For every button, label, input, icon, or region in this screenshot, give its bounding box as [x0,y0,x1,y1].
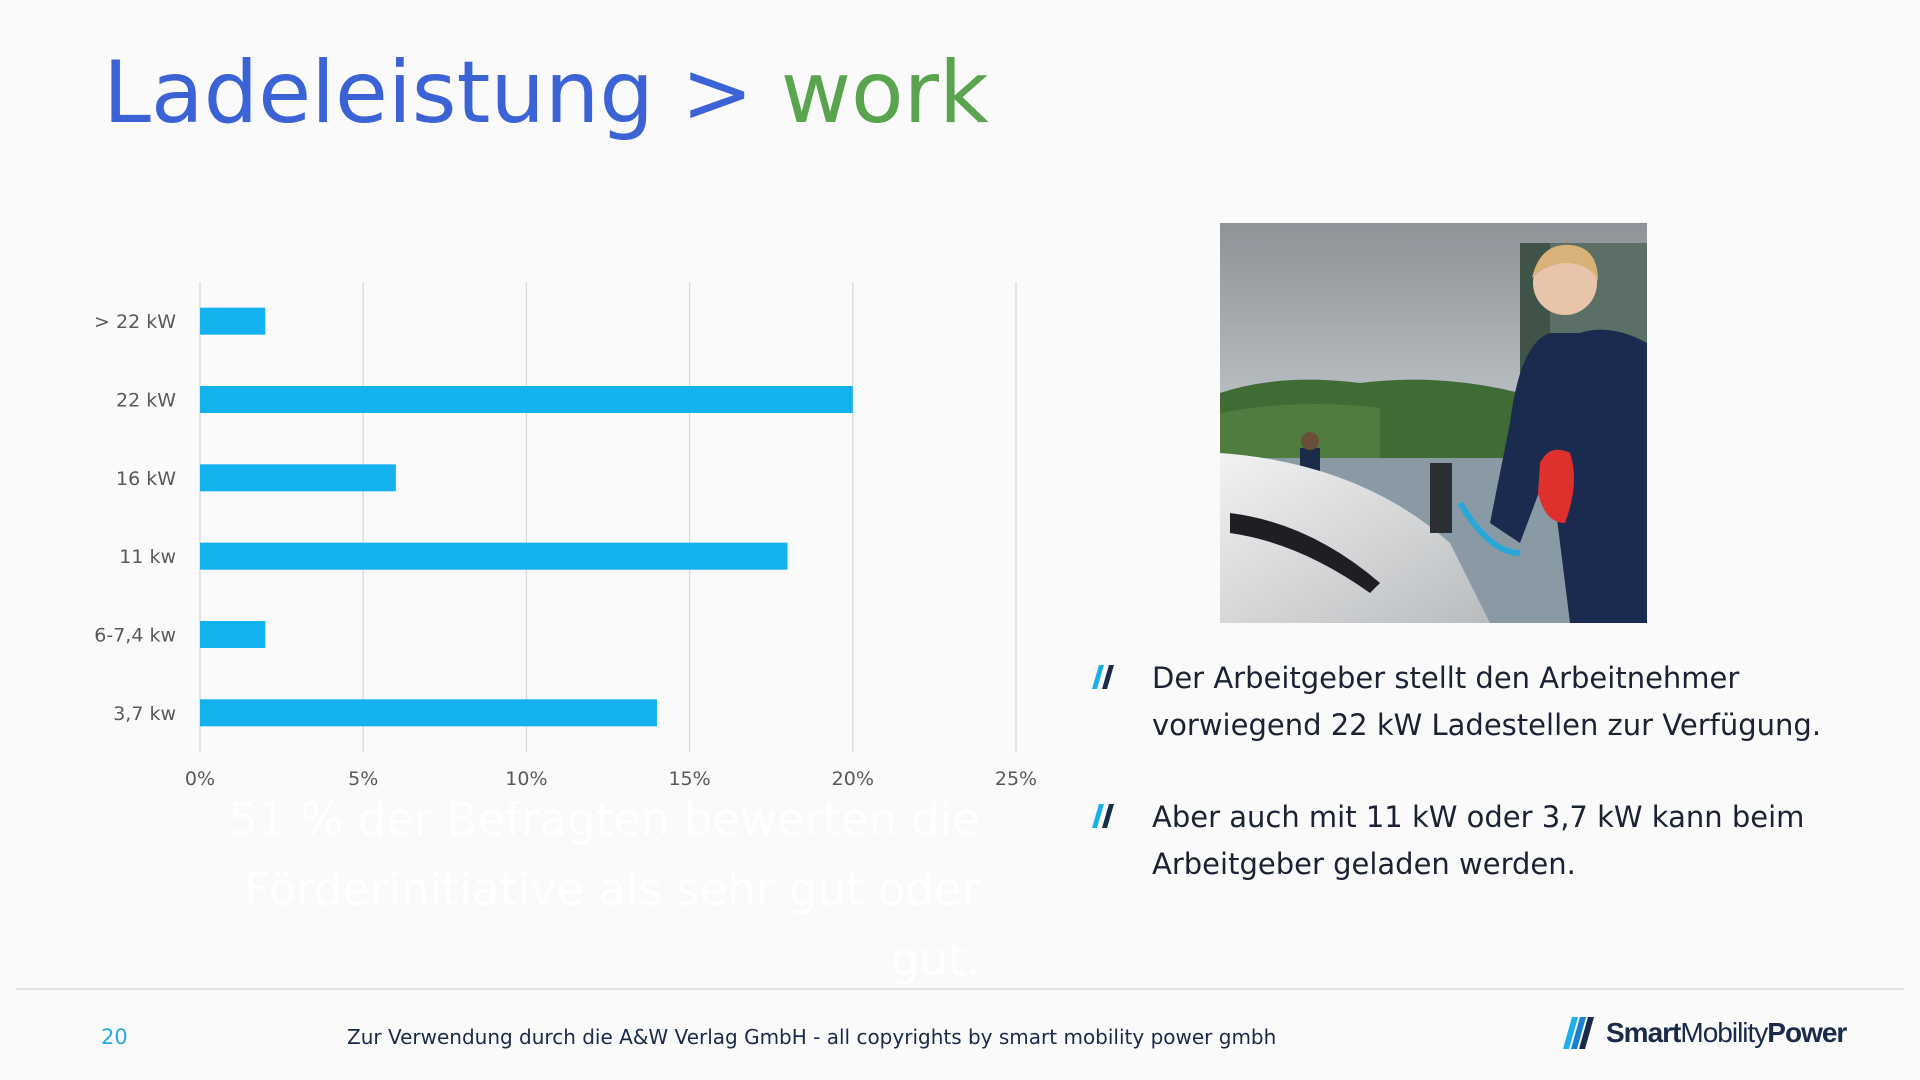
category-label: 11 kw [119,546,176,568]
bar [200,464,396,492]
woman-charging-car-photo [1220,223,1647,623]
footer-divider [16,988,1904,990]
category-label: 6-7,4 kw [94,625,176,647]
title-main: Ladeleistung > [103,43,754,143]
smart-mobility-power-logo: SmartMobilityPower [1560,1013,1847,1053]
slide-title: Ladeleistung > work [103,42,989,145]
bullet-list: Der Arbeitgeber stellt den Arbeitnehmer … [1090,655,1880,933]
bar [200,386,853,413]
hidden-caption: 51 % der Befragten bewerten die Förderin… [150,785,980,995]
bullet-text-1: Der Arbeitgeber stellt den Arbeitnehmer … [1152,661,1822,742]
x-tick-label: 25% [995,768,1037,790]
category-label: 16 kW [116,468,176,490]
double-slash-icon [1092,665,1114,689]
logo-wordmark: SmartMobilityPower [1606,1017,1847,1048]
bullet-text-2: Aber auch mit 11 kW oder 3,7 kW kann bei… [1152,800,1805,881]
title-accent: work [780,43,989,143]
bullet-item-2: Aber auch mit 11 kW oder 3,7 kW kann bei… [1090,794,1880,888]
category-label: 22 kW [116,390,176,412]
page-number: 20 [101,1025,128,1049]
bar [200,307,266,335]
bar [200,542,788,570]
double-slash-icon [1092,804,1114,828]
category-label: > 22 kW [94,311,176,333]
hidden-caption-line-1: 51 % der Befragten bewerten die [228,793,980,846]
footer-copyright: Zur Verwendung durch die A&W Verlag GmbH… [347,1025,1277,1049]
logo-slash-icon [1563,1017,1594,1049]
category-label: 3,7 kw [113,703,176,725]
bar [200,699,657,727]
bullet-item-1: Der Arbeitgeber stellt den Arbeitnehmer … [1090,655,1880,749]
bar [200,621,266,648]
hidden-caption-line-2: Förderinitiative als sehr gut oder gut. [244,863,980,986]
